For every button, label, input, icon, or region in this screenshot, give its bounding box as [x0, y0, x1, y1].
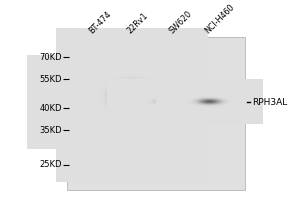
- Text: BT-474: BT-474: [87, 9, 113, 35]
- Text: SW620: SW620: [167, 9, 194, 35]
- Text: 55KD: 55KD: [40, 75, 62, 84]
- Text: 40KD: 40KD: [40, 104, 62, 113]
- Text: NCI-H460: NCI-H460: [203, 2, 236, 35]
- Text: 25KD: 25KD: [40, 160, 62, 169]
- Text: 35KD: 35KD: [40, 126, 62, 135]
- FancyBboxPatch shape: [67, 37, 245, 190]
- Text: 22Rv1: 22Rv1: [126, 11, 150, 35]
- Text: 70KD: 70KD: [40, 53, 62, 62]
- Text: RPH3AL: RPH3AL: [253, 98, 288, 107]
